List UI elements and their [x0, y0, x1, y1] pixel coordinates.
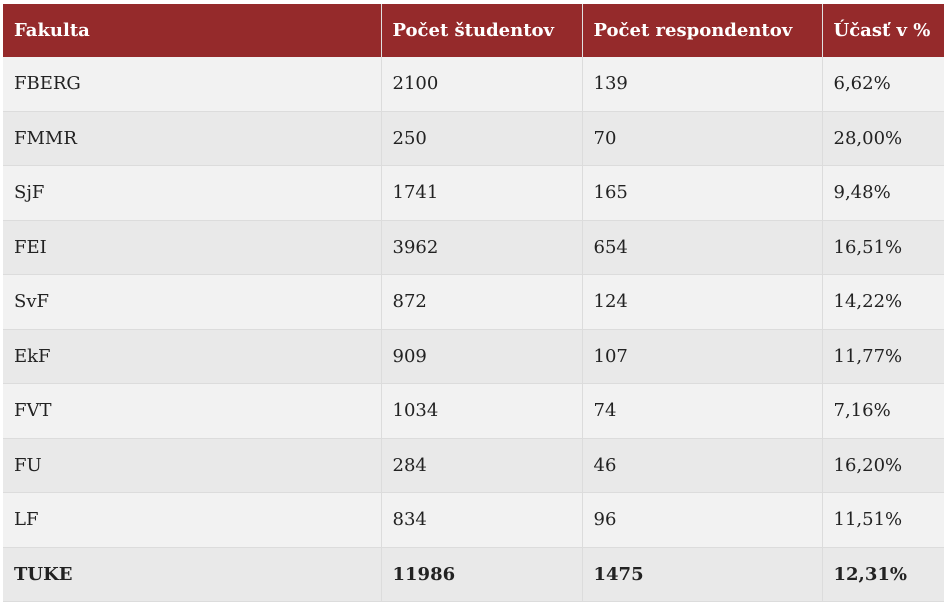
- cell-students: 250: [381, 111, 583, 166]
- cell-participation: 9,48%: [822, 165, 944, 221]
- cell-faculty: TUKE: [3, 547, 382, 602]
- cell-faculty: EkF: [3, 329, 382, 384]
- cell-students: 3962: [381, 220, 583, 275]
- cell-participation: 7,16%: [822, 383, 944, 439]
- cell-students: 2100: [381, 57, 583, 112]
- cell-respondents: 46: [582, 438, 823, 493]
- cell-students: 909: [381, 329, 583, 384]
- cell-faculty: LF: [3, 492, 382, 548]
- cell-students: 834: [381, 492, 583, 548]
- cell-faculty: FMMR: [3, 111, 382, 166]
- table-row: EkF 909 107 11,77%: [3, 329, 944, 384]
- cell-respondents: 107: [582, 329, 823, 384]
- cell-participation: 11,51%: [822, 492, 944, 548]
- cell-respondents: 1475: [582, 547, 823, 602]
- cell-faculty: FU: [3, 438, 382, 493]
- cell-participation: 28,00%: [822, 111, 944, 166]
- cell-faculty: FEI: [3, 220, 382, 275]
- cell-respondents: 165: [582, 165, 823, 221]
- cell-faculty: SvF: [3, 274, 382, 330]
- table-row: SjF 1741 165 9,48%: [3, 165, 944, 221]
- cell-respondents: 70: [582, 111, 823, 166]
- cell-respondents: 74: [582, 383, 823, 439]
- faculty-participation-table: Fakulta Počet študentov Počet respondent…: [3, 4, 944, 602]
- header-pocet-respondentov: Počet respondentov: [582, 4, 823, 57]
- cell-respondents: 96: [582, 492, 823, 548]
- table-row: FEI 3962 654 16,51%: [3, 220, 944, 275]
- table-row: FU 284 46 16,20%: [3, 438, 944, 493]
- cell-participation: 16,51%: [822, 220, 944, 275]
- cell-participation: 14,22%: [822, 274, 944, 330]
- header-ucast: Účasť v %: [822, 4, 944, 57]
- table-row: FBERG 2100 139 6,62%: [3, 57, 944, 112]
- cell-faculty: FBERG: [3, 57, 382, 112]
- table-row: FMMR 250 70 28,00%: [3, 111, 944, 166]
- cell-participation: 16,20%: [822, 438, 944, 493]
- cell-respondents: 654: [582, 220, 823, 275]
- cell-students: 1741: [381, 165, 583, 221]
- cell-participation: 12,31%: [822, 547, 944, 602]
- total-row: TUKE 11986 1475 12,31%: [3, 547, 944, 602]
- header-row: Fakulta Počet študentov Počet respondent…: [3, 4, 944, 57]
- cell-respondents: 124: [582, 274, 823, 330]
- cell-participation: 11,77%: [822, 329, 944, 384]
- cell-faculty: FVT: [3, 383, 382, 439]
- table-row: SvF 872 124 14,22%: [3, 274, 944, 330]
- cell-respondents: 139: [582, 57, 823, 112]
- cell-students: 11986: [381, 547, 583, 602]
- cell-participation: 6,62%: [822, 57, 944, 112]
- header-pocet-studentov: Počet študentov: [381, 4, 583, 57]
- table-row: FVT 1034 74 7,16%: [3, 383, 944, 439]
- header-fakulta: Fakulta: [3, 4, 382, 57]
- table-row: LF 834 96 11,51%: [3, 492, 944, 548]
- cell-faculty: SjF: [3, 165, 382, 221]
- cell-students: 284: [381, 438, 583, 493]
- cell-students: 872: [381, 274, 583, 330]
- cell-students: 1034: [381, 383, 583, 439]
